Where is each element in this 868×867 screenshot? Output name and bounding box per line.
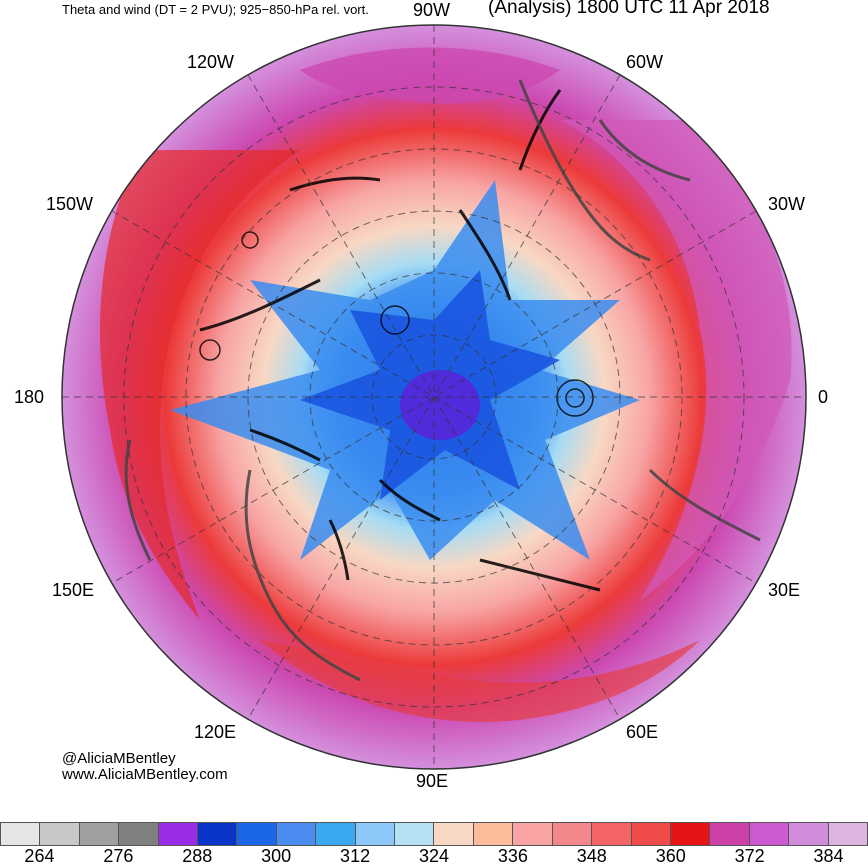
colorbar-tick-labels: 264 276 288 300 312 324 336 348 360 372 384	[0, 846, 868, 866]
lon-label-60e: 60E	[626, 722, 659, 742]
colorbar-swatch	[0, 822, 41, 846]
colorbar-tick-label: 372	[734, 846, 765, 866]
lon-label-60w: 60W	[626, 52, 664, 72]
colorbar-swatch	[592, 822, 632, 846]
colorbar-swatch	[40, 822, 80, 846]
credit-website[interactable]: www.AliciaMBentley.com	[62, 766, 228, 783]
lon-label-90w: 90W	[413, 0, 451, 20]
graticule	[62, 25, 806, 769]
colorbar-swatch	[355, 822, 396, 846]
colorbar-swatch	[552, 822, 593, 846]
lon-label-0: 0	[818, 387, 829, 407]
lon-label-90e: 90E	[416, 771, 449, 791]
map-title-right: (Analysis) 1800 UTC 11 Apr 2018	[488, 0, 770, 18]
colorbar-swatch	[395, 822, 435, 846]
colorbar-swatch	[276, 822, 317, 846]
colorbar-swatch	[828, 822, 868, 846]
colorbar-swatch	[631, 822, 671, 846]
colorbar-swatch	[513, 822, 553, 846]
colorbar-tick-label: 300	[261, 846, 292, 866]
colorbar-swatch	[434, 822, 474, 846]
colorbar-tick-label: 336	[497, 846, 528, 866]
lon-label-120e: 120E	[194, 722, 237, 742]
credit-handle: @AliciaMBentley	[62, 750, 176, 767]
colorbar-swatch	[749, 822, 790, 846]
colorbar-tick-label: 264	[24, 846, 55, 866]
map-title-left: Theta and wind (DT = 2 PVU); 925−850-hPa…	[62, 2, 369, 17]
colorbar-swatch	[79, 822, 120, 846]
colorbar-tick-label: 288	[182, 846, 213, 866]
lon-label-120w: 120W	[187, 52, 235, 72]
colorbar-swatch	[473, 822, 514, 846]
colorbar-swatch	[710, 822, 750, 846]
colorbar-swatch	[789, 822, 829, 846]
colorbar-tick-label: 312	[340, 846, 371, 866]
colorbar-swatch	[237, 822, 277, 846]
colorbar-tick-label: 324	[418, 846, 450, 866]
colorbar-swatch	[198, 822, 238, 846]
colorbar-tick-label: 384	[813, 846, 844, 866]
colorbar-tick-label: 276	[103, 846, 134, 866]
colorbar-swatch	[670, 822, 711, 846]
colorbar-tick-label: 348	[576, 846, 607, 866]
lon-label-150w: 150W	[46, 194, 94, 214]
colorbar-swatch	[316, 822, 356, 846]
theta-colorbar	[0, 822, 868, 846]
lon-label-180: 180	[14, 387, 45, 407]
colorbar-swatch	[158, 822, 199, 846]
colorbar-swatch	[119, 822, 159, 846]
polar-map	[61, 24, 807, 770]
colorbar-tick-label: 360	[655, 846, 686, 866]
lon-label-30e: 30E	[768, 580, 801, 600]
lon-label-150e: 150E	[52, 580, 95, 600]
lon-label-30w: 30W	[768, 194, 806, 214]
